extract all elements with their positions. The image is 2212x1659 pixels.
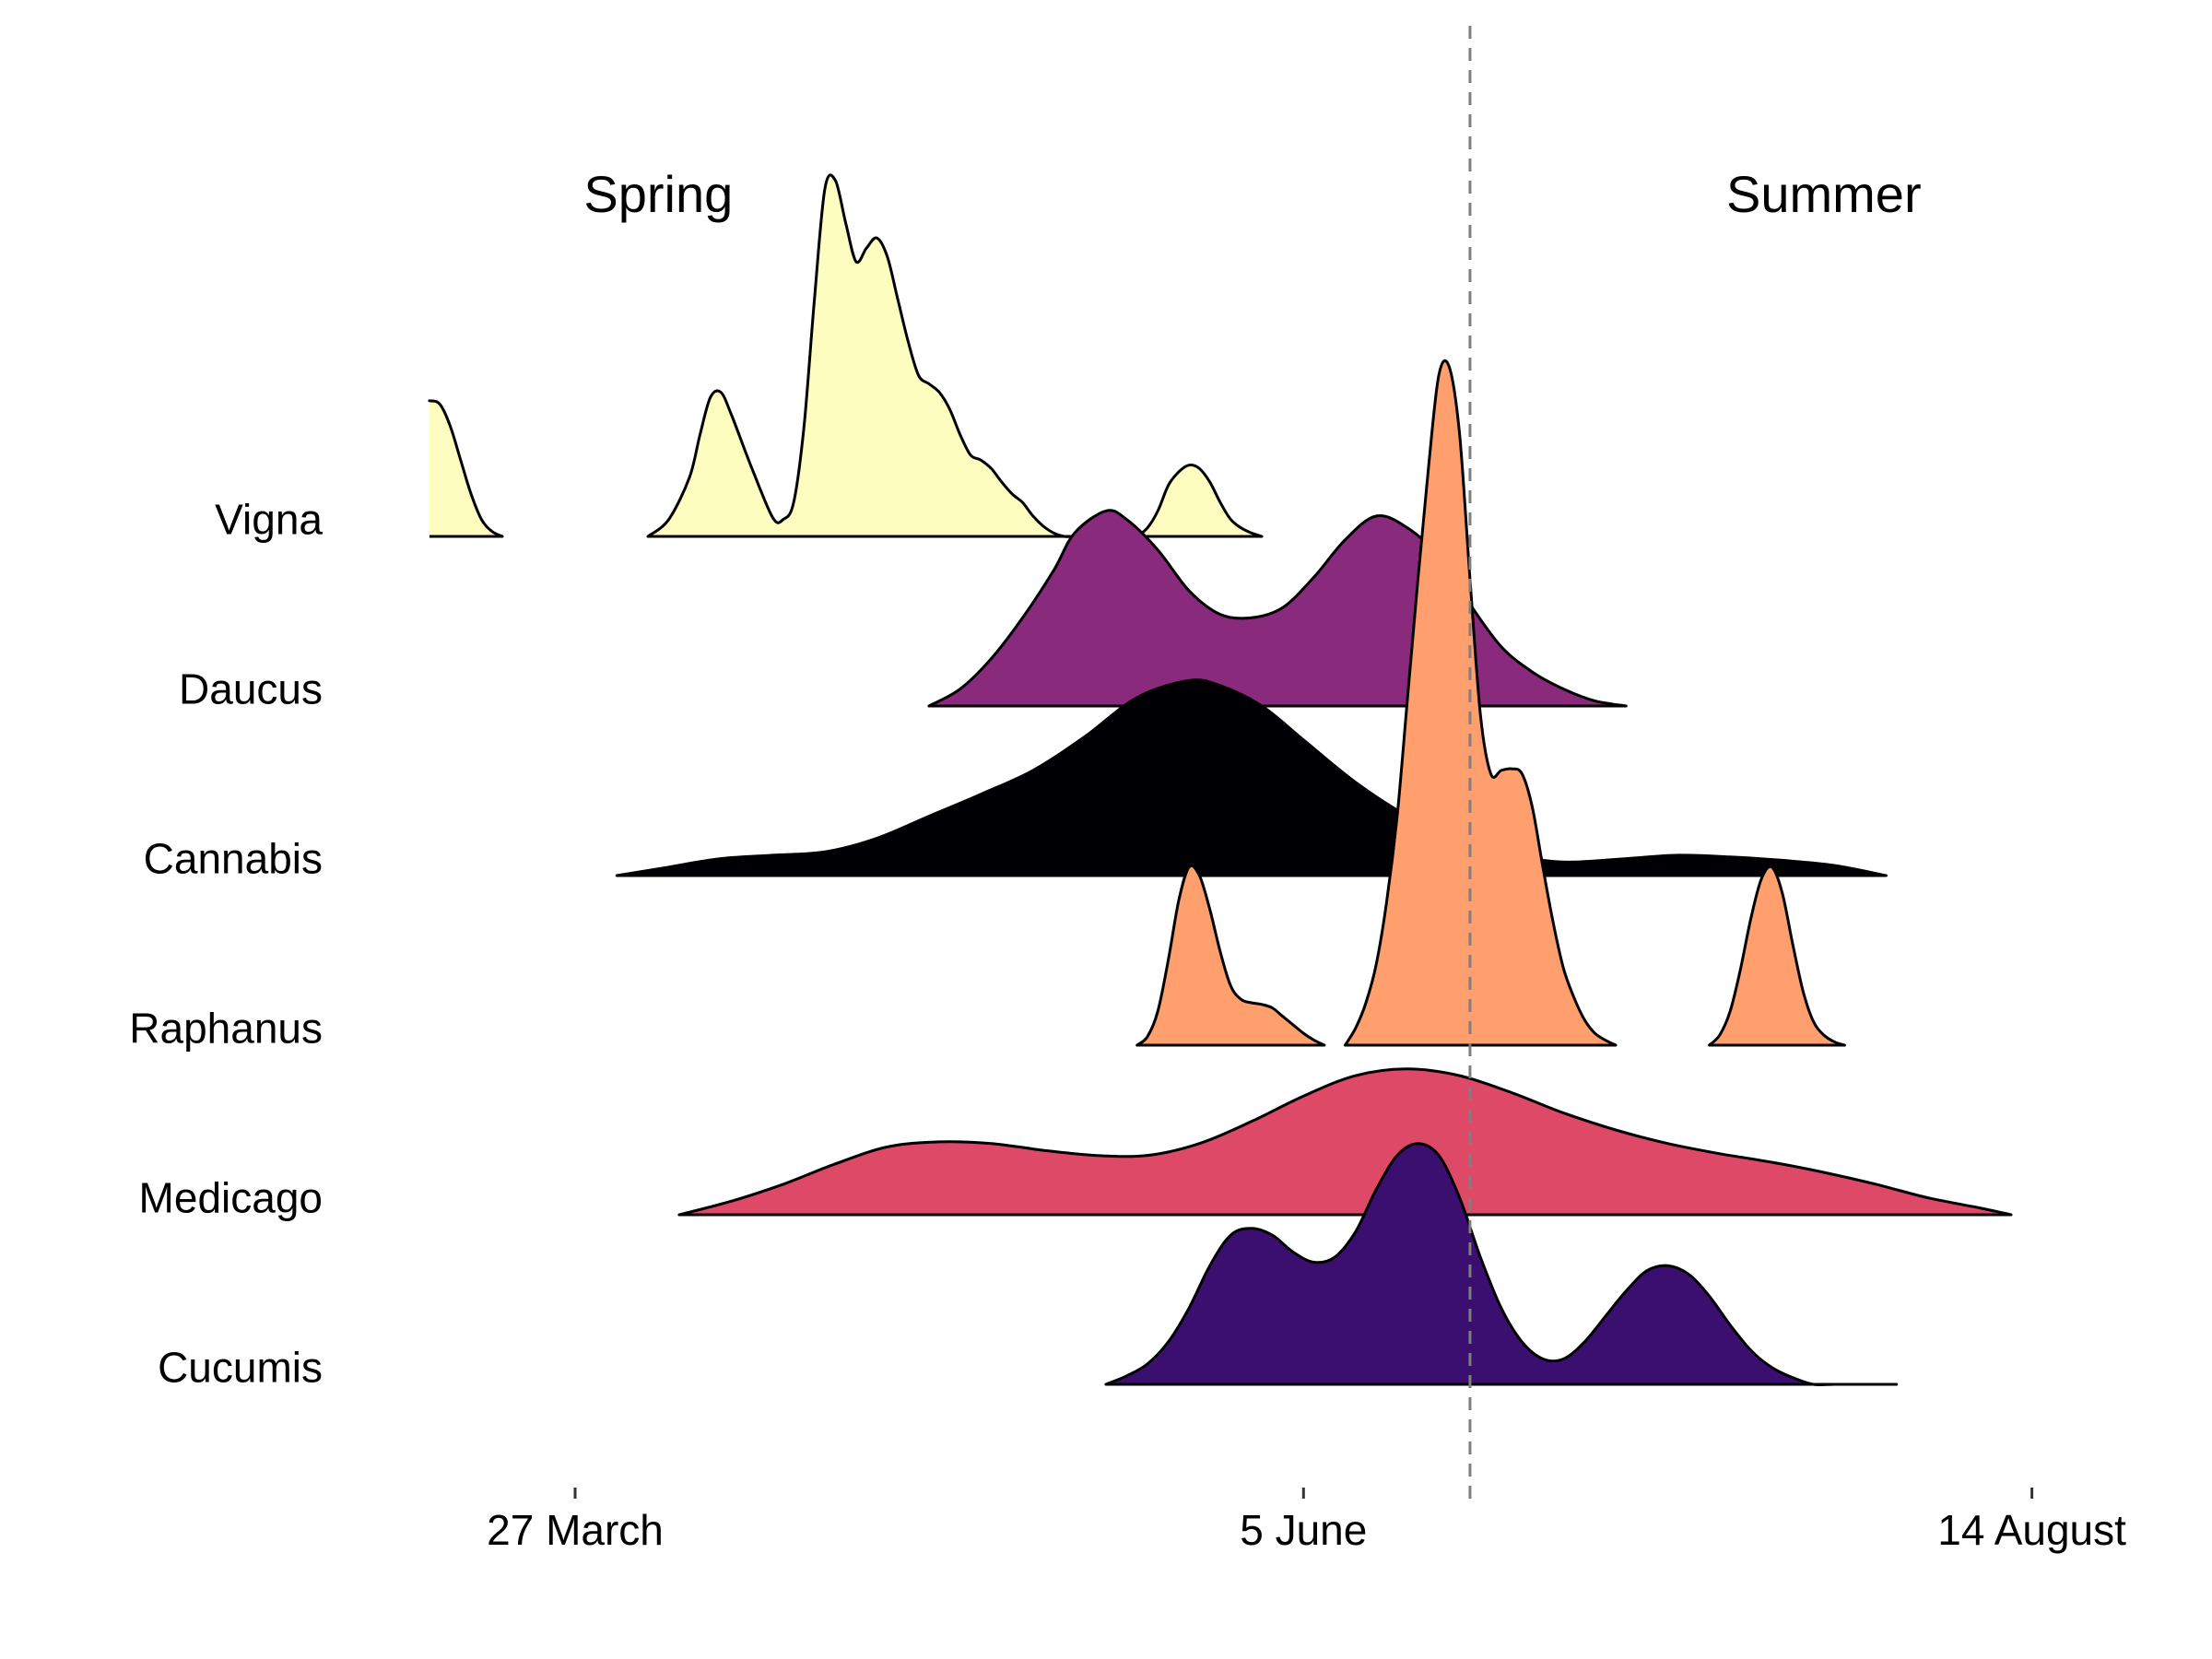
y-tick-label: Daucus <box>179 665 323 713</box>
ridge-outline-vigna-0 <box>428 399 504 538</box>
y-tick-label: Medicago <box>139 1174 323 1222</box>
season-label-summer: Summer <box>1726 165 1922 223</box>
y-axis-labels: Vigna Daucus Cannabis Raphanus Medicago Cucum… <box>129 496 323 1392</box>
ridge-daucus <box>927 509 1628 708</box>
x-tick-label: 14 August <box>1937 1506 2126 1554</box>
x-tick-label: 27 March <box>487 1506 664 1554</box>
ridge-outline-cucumis-0 <box>1104 1142 1899 1387</box>
season-label-spring: Spring <box>583 165 733 223</box>
ridge-area-vigna-1 <box>648 174 1127 537</box>
ridge-outline-raphanus-2 <box>1708 865 1846 1047</box>
ridge-medicago <box>677 1067 2013 1217</box>
ridge-area-cannabis-0 <box>617 679 1887 876</box>
density-ridges <box>428 173 2013 1387</box>
ridge-area-medicago-0 <box>678 1068 2011 1215</box>
ridge-area-vigna-2 <box>1136 465 1263 536</box>
ridge-outline-medicago-0 <box>677 1067 2013 1217</box>
ridge-area-raphanus-1 <box>1345 360 1616 1045</box>
ridge-cucumis <box>1104 1142 1899 1387</box>
x-axis: 27 March 5 June 14 August <box>487 1488 2126 1554</box>
ridge-outline-vigna-2 <box>1135 464 1264 538</box>
y-tick-label: Cucumis <box>158 1344 323 1392</box>
ridge-cannabis <box>615 678 1888 877</box>
y-tick-label: Vigna <box>215 496 323 544</box>
y-tick-label: Cannabis <box>144 835 323 883</box>
season-labels: Spring Summer <box>583 165 1921 223</box>
ridge-outline-raphanus-0 <box>1135 864 1326 1047</box>
x-tick-label: 5 June <box>1240 1506 1367 1554</box>
ridge-area-cucumis-0 <box>1105 1143 1897 1385</box>
ridge-area-raphanus-2 <box>1709 866 1845 1045</box>
ridge-area-raphanus-0 <box>1136 865 1324 1045</box>
ridge-outline-cannabis-0 <box>615 678 1888 877</box>
ridge-area-vigna-0 <box>429 400 502 536</box>
y-tick-label: Raphanus <box>129 1005 323 1053</box>
ridge-vigna <box>428 173 1264 538</box>
ridge-outline-vigna-1 <box>646 173 1128 538</box>
ridge-area-daucus-0 <box>928 510 1627 706</box>
ridge-outline-daucus-0 <box>927 509 1628 708</box>
